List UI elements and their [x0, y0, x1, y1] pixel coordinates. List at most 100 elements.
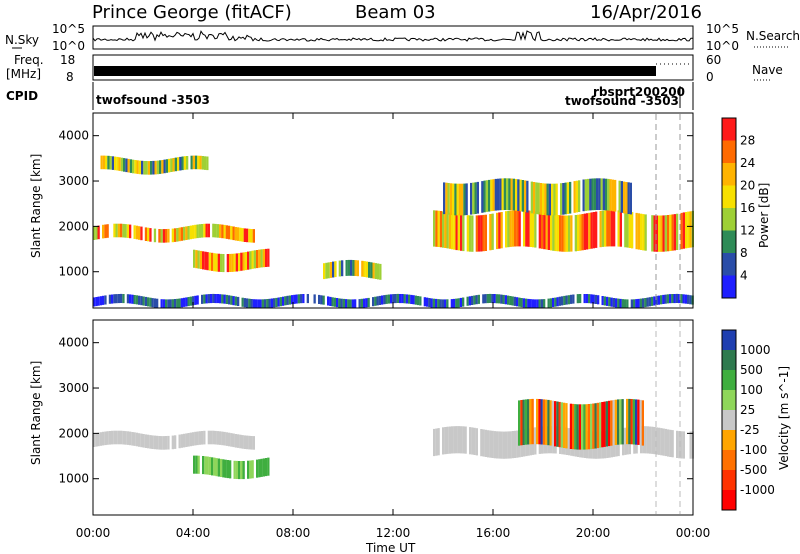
echo-cell [345, 299, 348, 309]
echo-cell [108, 431, 112, 445]
echo-cell [445, 182, 448, 215]
echo-cell [229, 253, 232, 272]
echo-cell [601, 402, 604, 448]
echo-cell [552, 214, 555, 251]
echo-cell [428, 298, 431, 308]
echo-cell [169, 299, 172, 309]
echo-cell [120, 293, 123, 303]
echo-cell [237, 434, 240, 448]
echo-cell [635, 212, 638, 250]
echo-cell [667, 215, 670, 252]
echo-cell [345, 260, 348, 276]
echo-cell [442, 427, 445, 455]
echo-cell [183, 156, 186, 170]
echo-cell [437, 299, 440, 309]
echo-cell [379, 263, 382, 280]
echo-cell [205, 294, 208, 304]
echo-cell [511, 296, 514, 306]
echo-cell [286, 295, 289, 305]
echo-cell [147, 161, 151, 175]
echo-cell [138, 226, 141, 240]
echo-cell [97, 432, 100, 447]
echo-cell [135, 432, 139, 447]
colorbar-tick-label: 20 [740, 179, 755, 193]
echo-cell [194, 295, 197, 305]
echo-cell [430, 298, 433, 308]
echo-cell [597, 295, 600, 305]
echo-cell [615, 298, 618, 308]
echo-cell [122, 430, 125, 445]
echo-cell [197, 250, 200, 269]
echo-cell [291, 295, 294, 305]
echo-cell [538, 299, 541, 309]
echo-cell [612, 400, 615, 446]
echo-cell [244, 252, 247, 271]
echo-cell [426, 297, 429, 307]
echo-cell [228, 225, 231, 240]
echo-cell [129, 159, 133, 173]
echo-cell [484, 294, 487, 304]
echo-cell [104, 295, 107, 305]
echo-cell [129, 431, 132, 446]
echo-cell [626, 211, 629, 248]
echo-cell [158, 229, 161, 243]
echo-cell [496, 431, 499, 459]
beam-title: Beam 03 [355, 2, 436, 23]
echo-cell [518, 210, 521, 247]
echo-cell [592, 294, 595, 304]
echo-cell [524, 180, 527, 213]
nsky-tick-low: 10^0 [52, 39, 85, 53]
echo-cell [560, 183, 563, 215]
x-tick-label: 08:00 [276, 526, 311, 540]
colorbar-tick-label: 500 [740, 363, 763, 377]
echo-cell [228, 295, 231, 305]
echo-cell [95, 297, 98, 307]
echo-cell [347, 259, 350, 276]
echo-cell [507, 210, 510, 248]
echo-cell [527, 399, 530, 445]
echo-cell [144, 227, 148, 241]
echo-cell [329, 262, 333, 278]
echo-cell [511, 431, 514, 459]
echo-cell [570, 215, 573, 252]
echo-cell [95, 433, 98, 447]
colorbar-tick-label: 1000 [740, 343, 771, 357]
echo-cell [104, 224, 107, 239]
echo-cell [507, 431, 510, 459]
echo-cell [547, 298, 550, 308]
echo-cell [444, 211, 447, 248]
echo-cell [439, 299, 442, 309]
echo-cell [500, 212, 503, 249]
echo-cell [606, 210, 609, 247]
echo-cell [625, 182, 628, 214]
x-tick-label: 16:00 [476, 526, 511, 540]
freq-tick-low: 8 [66, 70, 74, 84]
echo-cell [153, 298, 157, 308]
echo-cell [140, 296, 143, 306]
echo-cell [536, 398, 539, 445]
echo-cell [365, 298, 368, 308]
echo-cell [667, 429, 670, 457]
echo-cell [457, 426, 460, 454]
echo-cell [212, 430, 215, 445]
echo-cell [152, 160, 155, 175]
echo-cell [669, 429, 672, 457]
echo-cell [115, 223, 118, 238]
echo-cell [500, 431, 503, 459]
echo-cell [569, 403, 573, 449]
echo-cell [464, 426, 467, 454]
echo-cell [151, 435, 154, 449]
echo-cell [95, 226, 98, 240]
echo-cell [201, 294, 204, 304]
echo-cell [267, 248, 270, 267]
echo-cell [243, 298, 246, 308]
echo-cell [134, 160, 137, 174]
echo-cell [591, 178, 594, 211]
echo-cell [241, 435, 244, 449]
echo-cell [610, 297, 613, 307]
echo-cell [498, 294, 501, 304]
echo-cell [230, 226, 233, 240]
echo-cell [223, 431, 226, 446]
echo-cell [549, 400, 552, 446]
echo-cell [518, 400, 521, 446]
